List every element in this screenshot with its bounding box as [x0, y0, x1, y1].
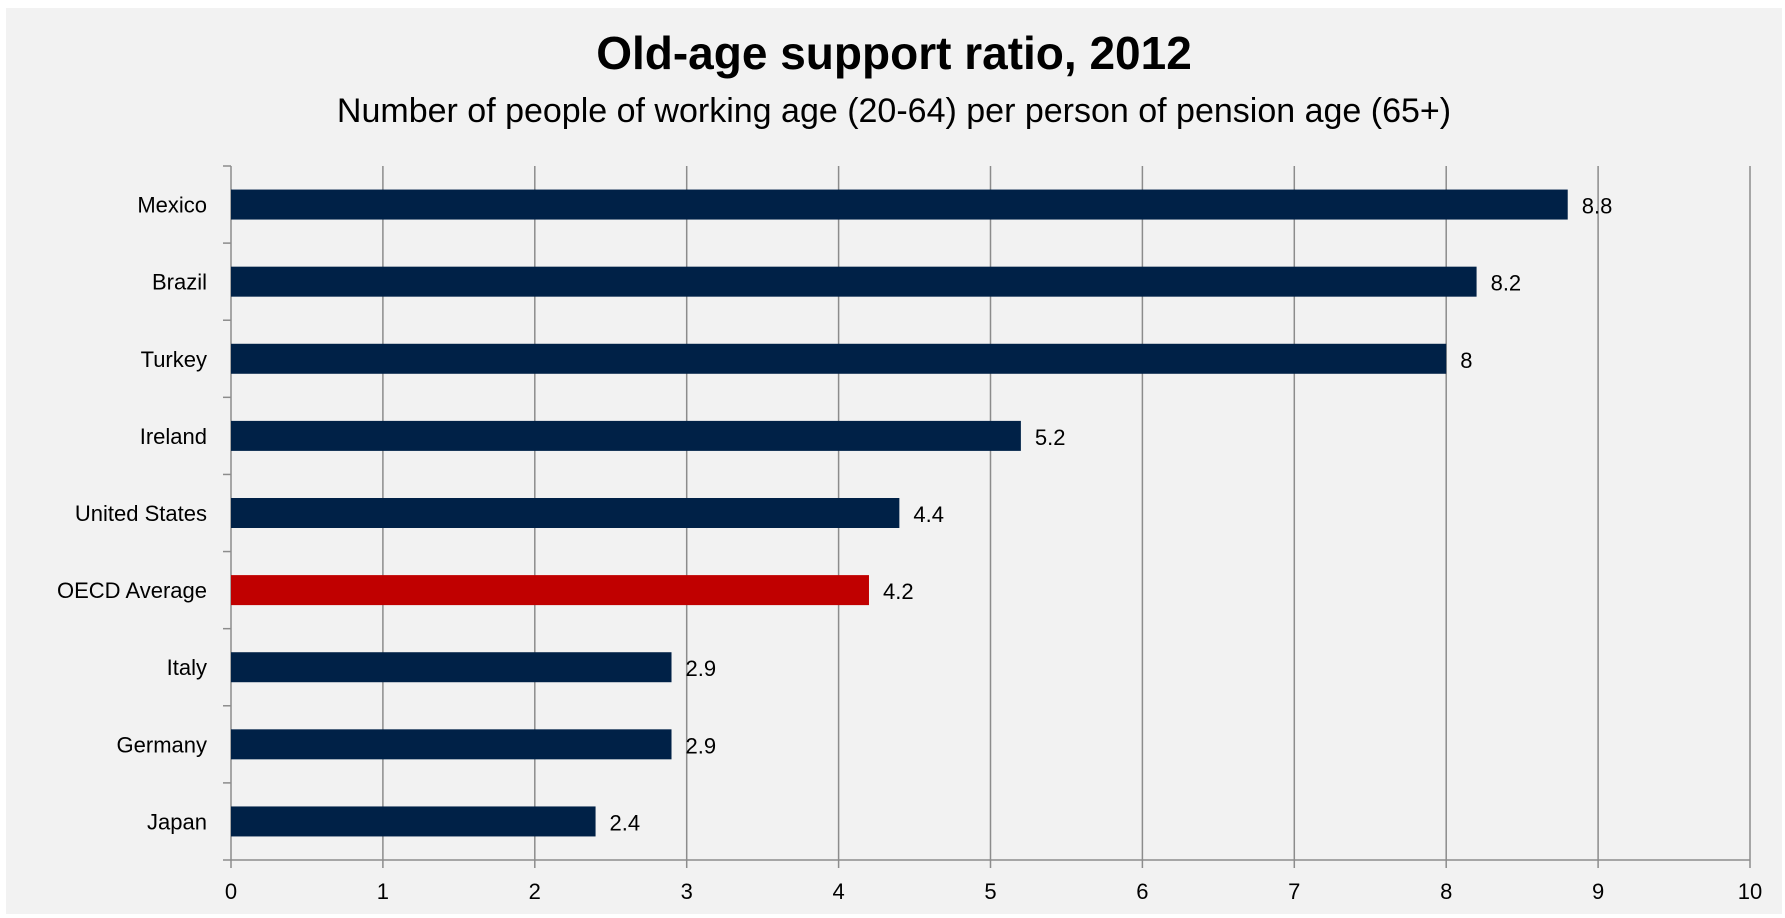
bar [231, 343, 1447, 374]
x-tick-label: 2 [529, 879, 541, 904]
data-label: 8.2 [1491, 271, 1522, 296]
x-tick-label: 7 [1288, 879, 1300, 904]
data-label: 5.2 [1035, 425, 1066, 450]
x-tick-label: 1 [377, 879, 389, 904]
bar [231, 498, 900, 528]
bar [231, 575, 869, 606]
category-label: Turkey [141, 347, 207, 372]
chart-panel: Old-age support ratio, 2012 Number of pe… [6, 8, 1782, 914]
chart-title: Old-age support ratio, 2012 [596, 27, 1192, 79]
x-tick-label: 10 [1738, 879, 1762, 904]
x-tick-label: 5 [984, 879, 996, 904]
chart-subtitle: Number of people of working age (20-64) … [336, 92, 1452, 130]
x-tick-label: 0 [225, 879, 237, 904]
bar [231, 729, 672, 760]
category-label: Ireland [140, 424, 207, 449]
category-label: Brazil [152, 270, 207, 295]
category-label: Japan [147, 809, 207, 834]
x-tick-label: 8 [1440, 879, 1452, 904]
data-label: 4.2 [883, 579, 914, 604]
bar [231, 266, 1477, 297]
data-label: 2.9 [686, 656, 717, 681]
category-label: Italy [167, 655, 207, 680]
bar [231, 652, 672, 683]
data-label: 8.8 [1582, 194, 1613, 219]
x-tick-label: 3 [681, 879, 693, 904]
bar [231, 806, 596, 837]
data-label: 4.4 [913, 502, 944, 527]
category-label: United States [75, 501, 207, 526]
category-label: Germany [117, 732, 207, 757]
data-label: 2.4 [610, 810, 641, 835]
category-label: OECD Average [57, 578, 207, 603]
data-label: 8 [1460, 348, 1472, 373]
category-label: Mexico [137, 193, 207, 218]
x-tick-label: 6 [1136, 879, 1148, 904]
x-tick-label: 4 [832, 879, 844, 904]
bar [231, 189, 1568, 220]
data-label: 2.9 [686, 733, 717, 758]
x-tick-label: 9 [1592, 879, 1604, 904]
bar [231, 420, 1021, 451]
